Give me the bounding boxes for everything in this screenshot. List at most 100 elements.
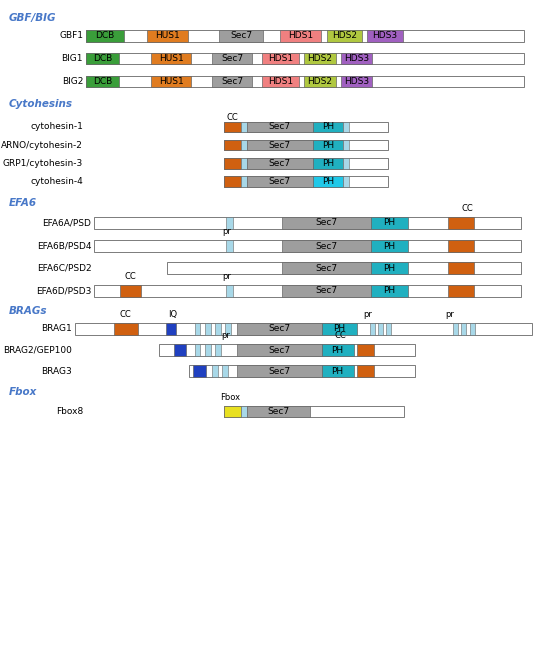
Bar <box>386 323 391 335</box>
Text: PH: PH <box>383 264 396 273</box>
Text: pr: pr <box>221 331 230 340</box>
Text: PH: PH <box>383 218 396 227</box>
Bar <box>194 323 201 335</box>
Text: PH: PH <box>383 286 396 296</box>
Text: BRAGs: BRAGs <box>8 306 47 316</box>
Bar <box>262 76 299 87</box>
Bar <box>241 122 247 132</box>
Bar <box>247 140 313 150</box>
Text: GBF/BIG: GBF/BIG <box>8 13 56 23</box>
Bar <box>378 323 383 335</box>
Bar <box>86 76 524 87</box>
Bar <box>343 158 349 169</box>
Bar <box>448 240 474 252</box>
Bar <box>224 158 388 169</box>
Bar <box>214 323 220 335</box>
Text: Sec7: Sec7 <box>316 264 338 273</box>
Text: CC: CC <box>334 331 346 340</box>
Bar <box>241 406 247 417</box>
Bar <box>327 30 362 42</box>
Text: Sec7: Sec7 <box>268 407 289 416</box>
Text: HDS2: HDS2 <box>307 77 332 86</box>
Bar <box>343 140 349 150</box>
Text: EFA6C/PSD2: EFA6C/PSD2 <box>37 264 91 273</box>
Bar <box>262 53 299 64</box>
Bar <box>341 76 372 87</box>
Text: PH: PH <box>383 242 396 251</box>
Bar <box>470 323 475 335</box>
Text: GRP1/cytohesin-3: GRP1/cytohesin-3 <box>3 159 83 168</box>
Text: PH: PH <box>322 159 334 168</box>
Bar <box>247 176 313 187</box>
Bar <box>189 365 416 377</box>
Bar <box>282 217 371 229</box>
Text: Sec7: Sec7 <box>269 122 291 132</box>
Text: pr: pr <box>222 227 231 236</box>
Bar <box>219 30 263 42</box>
Bar <box>94 240 521 252</box>
Bar <box>247 158 313 169</box>
Bar <box>194 344 201 356</box>
Text: HDS2: HDS2 <box>307 54 332 63</box>
Text: Fbox: Fbox <box>8 387 37 397</box>
Text: Fbox8: Fbox8 <box>56 407 83 416</box>
Bar <box>94 285 521 297</box>
Text: DCB: DCB <box>95 31 114 40</box>
Text: HDS3: HDS3 <box>343 77 369 86</box>
Text: pr: pr <box>445 310 454 319</box>
Text: ARNO/cytohesin-2: ARNO/cytohesin-2 <box>1 141 83 150</box>
Bar <box>86 76 119 87</box>
Text: BIG2: BIG2 <box>61 77 83 86</box>
Text: EFA6B/PSD4: EFA6B/PSD4 <box>37 242 91 251</box>
Text: Sec7: Sec7 <box>221 77 243 86</box>
Bar <box>212 76 252 87</box>
Text: Sec7: Sec7 <box>230 31 252 40</box>
Text: PH: PH <box>322 177 334 186</box>
Text: EFA6: EFA6 <box>8 198 37 208</box>
Bar <box>86 53 119 64</box>
Bar <box>224 176 388 187</box>
Bar <box>241 176 247 187</box>
Text: Fbox: Fbox <box>220 393 240 402</box>
Text: DCB: DCB <box>93 77 112 86</box>
Bar <box>151 76 191 87</box>
Text: HUS1: HUS1 <box>159 77 183 86</box>
Bar <box>214 344 220 356</box>
Text: BRAG3: BRAG3 <box>41 367 72 376</box>
Bar <box>75 323 532 335</box>
Bar <box>224 122 388 132</box>
Text: EFA6A/PSD: EFA6A/PSD <box>43 218 91 227</box>
Bar <box>370 323 375 335</box>
Bar <box>237 344 322 356</box>
Bar <box>367 30 403 42</box>
Text: Sec7: Sec7 <box>269 159 291 168</box>
Bar <box>237 323 322 335</box>
Bar <box>167 262 521 274</box>
Text: HDS2: HDS2 <box>332 31 357 40</box>
Bar <box>86 30 124 42</box>
Bar <box>343 176 349 187</box>
Bar <box>453 323 458 335</box>
Text: Sec7: Sec7 <box>268 367 290 376</box>
Bar <box>461 323 466 335</box>
Bar <box>341 53 372 64</box>
Bar <box>371 285 408 297</box>
Bar <box>224 140 388 150</box>
Text: GBF1: GBF1 <box>59 31 83 40</box>
Text: CC: CC <box>461 204 473 213</box>
Text: HUS1: HUS1 <box>155 31 180 40</box>
Bar <box>237 365 322 377</box>
Text: Cytohesins: Cytohesins <box>8 99 73 109</box>
Text: HDS3: HDS3 <box>372 31 398 40</box>
Bar <box>313 122 343 132</box>
Text: BRAG2/GEP100: BRAG2/GEP100 <box>3 346 72 355</box>
Text: pr: pr <box>222 272 231 281</box>
Text: PH: PH <box>331 346 343 355</box>
Text: Sec7: Sec7 <box>269 141 291 150</box>
Text: Sec7: Sec7 <box>221 54 243 63</box>
Text: Sec7: Sec7 <box>316 286 338 296</box>
Text: CC: CC <box>119 310 131 319</box>
Bar <box>175 344 186 356</box>
Bar <box>357 344 374 356</box>
Bar <box>247 122 313 132</box>
